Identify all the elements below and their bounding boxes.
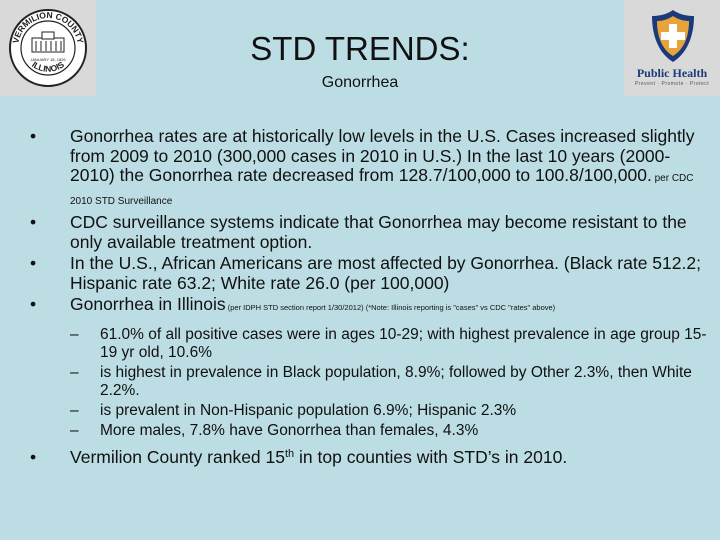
public-health-shield-icon [652, 10, 694, 62]
seal-date-text: JANUARY 18, 1826 [30, 57, 66, 62]
bullet-text: Vermilion County ranked 15 [70, 446, 285, 467]
sub-bullet-item: – 61.0% of all positive cases were in ag… [70, 326, 710, 362]
sub-bullet-marker: – [70, 421, 79, 439]
bullet-item: • Gonorrhea in Illinois (per IDPH STD se… [30, 294, 710, 318]
slide-content: • Gonorrhea rates are at historically lo… [30, 126, 710, 469]
bullet-item: • In the U.S., African Americans are mos… [30, 253, 710, 293]
bullet-marker: • [30, 126, 37, 146]
bullet-marker: • [30, 294, 37, 314]
ordinal-suffix: th [284, 447, 295, 460]
logo-tagline: Prevent · Promote · Protect [634, 81, 710, 87]
bullet-item: • CDC surveillance systems indicate that… [30, 212, 710, 252]
county-seal-panel: VERMILION COUNTY ILLINOIS JANUARY 18, 18… [0, 0, 96, 96]
public-health-logo-panel: Public Health Prevent · Promote · Protec… [624, 0, 720, 96]
page-title: STD TRENDS: [250, 30, 470, 67]
bullet-text: In the U.S., African Americans are most … [70, 253, 701, 293]
svg-text:ILLINOIS: ILLINOIS [30, 59, 66, 74]
page-subtitle: Gonorrhea [321, 74, 399, 91]
bullet-text: CDC surveillance systems indicate that G… [70, 212, 687, 252]
bullet-item: • Vermilion County ranked 15th in top co… [30, 446, 710, 468]
seal-bottom-text: ILLINOIS [30, 59, 66, 74]
sub-bullet-item: – More males, 7.8% have Gonorrhea than f… [70, 422, 710, 440]
slide-header: VERMILION COUNTY ILLINOIS JANUARY 18, 18… [0, 0, 720, 96]
bullet-source-note: per CDC 2010 STD Surveillance [70, 173, 694, 207]
logo-title: Public Health [636, 66, 708, 80]
sub-bullet-text: More males, 7.8% have Gonorrhea than fem… [100, 421, 479, 439]
sub-bullet-text: is prevalent in Non-Hispanic population … [100, 401, 517, 419]
sub-bullet-item: – is highest in prevalence in Black popu… [70, 364, 710, 400]
sub-bullet-text: 61.0% of all positive cases were in ages… [100, 325, 707, 361]
vermilion-county-seal-icon: VERMILION COUNTY ILLINOIS JANUARY 18, 18… [9, 9, 87, 87]
bullet-marker: • [30, 446, 37, 467]
bullet-text: Gonorrhea in Illinois [70, 294, 226, 314]
sub-bullet-marker: – [70, 325, 79, 343]
bullet-item: • Gonorrhea rates are at historically lo… [30, 126, 710, 211]
bullet-text-end: in top counties with STD’s in 2010. [294, 446, 568, 467]
illinois-sub-list: – 61.0% of all positive cases were in ag… [70, 326, 710, 440]
sub-bullet-marker: – [70, 401, 79, 419]
bullet-text: Gonorrhea rates are at historically low … [70, 126, 695, 185]
bullet-marker: • [30, 212, 37, 232]
sub-bullet-text: is highest in prevalence in Black popula… [100, 363, 692, 399]
sub-bullet-item: – is prevalent in Non-Hispanic populatio… [70, 402, 710, 420]
bullet-source-note: (per IDPH STD section report 1/30/2012) … [225, 303, 556, 312]
bullet-marker: • [30, 253, 37, 273]
sub-bullet-marker: – [70, 363, 79, 381]
